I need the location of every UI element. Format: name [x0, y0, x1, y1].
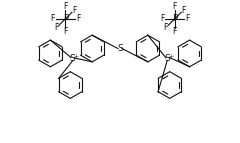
Text: F: F — [173, 27, 177, 36]
Text: S: S — [69, 54, 75, 63]
Text: F: F — [160, 14, 164, 23]
Text: F: F — [63, 2, 67, 11]
Text: F: F — [173, 2, 177, 11]
Text: F: F — [50, 14, 55, 23]
Text: F: F — [76, 14, 80, 23]
Text: S: S — [165, 54, 171, 63]
Text: P: P — [63, 14, 68, 23]
Text: F: F — [63, 27, 67, 36]
Text: F: F — [54, 23, 59, 32]
Text: F: F — [181, 6, 186, 15]
Text: S: S — [117, 44, 123, 53]
Text: P: P — [172, 14, 177, 23]
Text: F: F — [164, 23, 168, 32]
Text: F: F — [185, 14, 190, 23]
Text: +: + — [73, 54, 78, 59]
Text: F: F — [72, 6, 76, 15]
Text: +: + — [168, 54, 174, 59]
